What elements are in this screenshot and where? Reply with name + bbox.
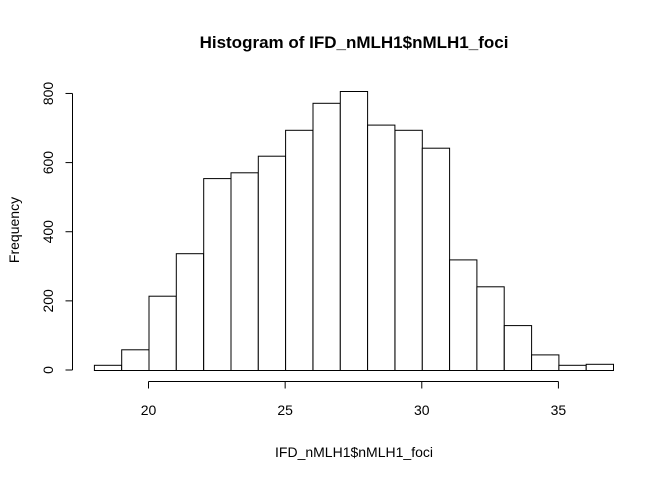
histogram-bar xyxy=(175,253,205,371)
x-tick-label: 30 xyxy=(414,402,430,418)
histogram-bar xyxy=(558,364,587,371)
histogram-bar xyxy=(503,325,533,372)
x-tick-label: 25 xyxy=(277,402,293,418)
bars-group xyxy=(93,91,615,372)
y-tick-label: 400 xyxy=(40,220,56,244)
histogram-bar xyxy=(449,259,478,371)
y-tick-label: 0 xyxy=(40,366,56,374)
y-tick-label: 800 xyxy=(40,82,56,106)
histogram-bar xyxy=(476,286,505,371)
chart-title: Histogram of IFD_nMLH1$nMLH1_foci xyxy=(200,33,509,52)
histogram-bar xyxy=(339,91,369,371)
histogram-bar xyxy=(285,129,314,371)
y-axis: 0 200 400 600 800 xyxy=(40,82,73,374)
y-tick-label: 200 xyxy=(40,289,56,313)
x-axis: 20 25 30 35 xyxy=(141,381,567,418)
x-axis-label: IFD_nMLH1$nMLH1_foci xyxy=(275,444,433,460)
histogram-bar xyxy=(367,124,396,371)
histogram-bar xyxy=(421,147,451,371)
y-axis-label: Frequency xyxy=(6,197,22,263)
histogram-bar xyxy=(230,172,259,371)
y-tick-label: 600 xyxy=(40,151,56,175)
x-tick-label: 20 xyxy=(141,402,157,418)
histogram-bar xyxy=(121,349,150,371)
histogram-bar xyxy=(394,129,423,371)
histogram-bar xyxy=(93,364,123,371)
x-tick-label: 35 xyxy=(551,402,567,418)
histogram-bar xyxy=(257,155,287,371)
histogram-bar xyxy=(312,102,341,372)
histogram-bar xyxy=(203,178,232,371)
histogram-bar xyxy=(148,295,177,372)
histogram-bar xyxy=(585,363,615,371)
histogram-bar xyxy=(531,354,560,371)
